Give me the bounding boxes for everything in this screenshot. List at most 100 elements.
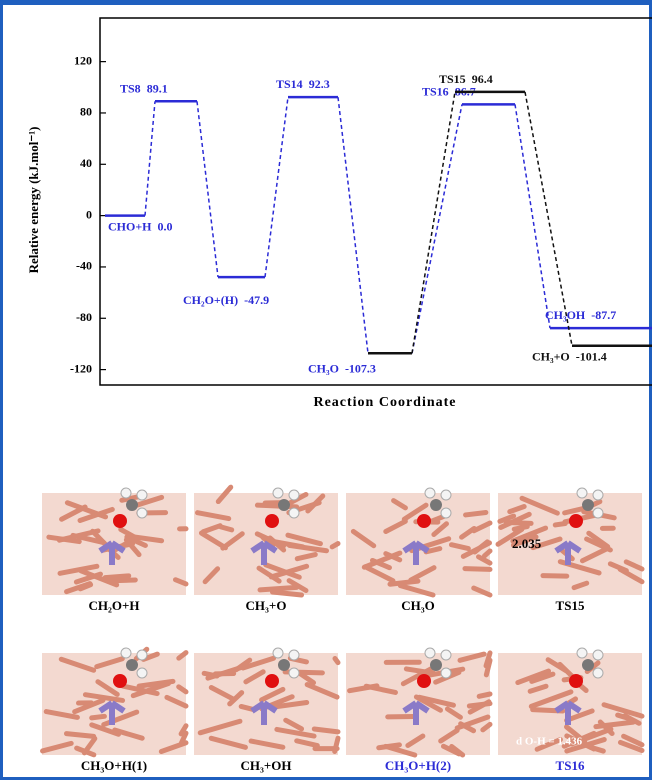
level-label: CH₂O+(H) -47.9 <box>183 293 269 307</box>
hydrogen-atom <box>273 488 283 498</box>
connector <box>145 101 155 215</box>
oxygen-atom <box>569 514 583 528</box>
level-value: -101.4 <box>576 349 607 363</box>
hydrogen-atom <box>441 650 451 660</box>
hydrogen-atom <box>441 508 451 518</box>
connector <box>197 101 218 277</box>
hydrogen-atom <box>425 488 435 498</box>
hydrogen-atom <box>289 508 299 518</box>
level-name: TS14 <box>276 77 303 91</box>
hydrogen-atom <box>441 490 451 500</box>
bond <box>506 522 531 523</box>
bond <box>221 527 232 530</box>
bond <box>66 734 93 737</box>
level-value: -47.9 <box>244 293 269 307</box>
level-name: CHO+H <box>108 219 152 233</box>
hydrogen-atom <box>137 668 147 678</box>
hydrogen-atom <box>137 490 147 500</box>
bond <box>335 738 338 751</box>
level-label: TS8 89.1 <box>120 81 168 95</box>
oxygen-atom <box>113 674 127 688</box>
hydrogen-atom <box>121 648 131 658</box>
oxygen-atom <box>265 674 279 688</box>
hydrogen-atom <box>121 488 131 498</box>
level-label: TS1492.3 <box>276 77 330 91</box>
bond <box>555 523 565 524</box>
panel-caption: CH₃O+H(1) <box>81 758 147 773</box>
carbon-atom <box>278 659 290 671</box>
carbon-atom <box>126 659 138 671</box>
hydrogen-atom <box>441 668 451 678</box>
level-name: CH₃OH <box>545 308 586 322</box>
figure: Relative energy (kJ.mol⁻¹) Reaction Coor… <box>0 0 652 780</box>
level-name: CH₃+O <box>532 349 570 363</box>
y-tick-label: 0 <box>86 207 92 221</box>
y-tick-label: -120 <box>70 361 92 375</box>
panel-caption: CH₃O <box>401 598 435 613</box>
oxygen-atom <box>417 514 431 528</box>
panel-caption: CH₂O+H <box>88 598 139 613</box>
bond <box>465 569 490 570</box>
level-label: CHO+H 0.0 <box>108 219 173 233</box>
y-tick-label: 40 <box>80 156 92 170</box>
panel-caption: CH₃+OH <box>240 758 291 773</box>
level-name: TS16 <box>422 84 449 98</box>
oxygen-atom <box>265 514 279 528</box>
level-value: -87.7 <box>591 308 616 322</box>
hydrogen-atom <box>137 650 147 660</box>
carbon-atom <box>430 659 442 671</box>
bond <box>466 512 486 514</box>
y-tick-label: 120 <box>74 53 92 67</box>
y-axis-label: Relative energy (kJ.mol⁻¹) <box>26 127 41 274</box>
connector <box>265 97 288 277</box>
oxygen-atom <box>569 674 583 688</box>
bond <box>105 576 129 578</box>
carbon-atom <box>582 499 594 511</box>
x-axis-label: Reaction Coordinate <box>313 395 456 410</box>
hydrogen-atom <box>577 488 587 498</box>
bond <box>92 716 105 718</box>
y-tick-label: -40 <box>76 259 92 273</box>
distance-label: 2.035 <box>512 536 542 551</box>
panel-caption: CH₃+O <box>246 598 287 613</box>
hydrogen-atom <box>593 668 603 678</box>
bond <box>108 580 136 581</box>
panel-caption: CH₃O+H(2) <box>385 758 451 773</box>
bond <box>469 704 490 706</box>
distance-label: d O-H = 1.436 <box>516 736 583 748</box>
connector <box>338 97 368 353</box>
level-label: CH₃OH -87.7 <box>545 308 616 322</box>
panel-caption: TS16 <box>556 758 585 773</box>
plot-frame <box>100 18 652 385</box>
bond <box>257 505 296 507</box>
hydrogen-atom <box>593 490 603 500</box>
level-value: 89.1 <box>147 81 168 95</box>
oxygen-atom <box>113 514 127 528</box>
y-tick-label: -80 <box>76 310 92 324</box>
level-value: 96.4 <box>472 72 493 86</box>
hydrogen-atom <box>289 650 299 660</box>
oxygen-atom <box>417 674 431 688</box>
hydrogen-atom <box>577 648 587 658</box>
plot <box>100 18 652 385</box>
bond <box>314 729 338 732</box>
hydrogen-atom <box>289 668 299 678</box>
bond <box>332 544 338 547</box>
hydrogen-atom <box>289 490 299 500</box>
level-name: TS8 <box>120 81 141 95</box>
panel-caption: TS15 <box>556 598 585 613</box>
bond <box>514 527 527 530</box>
hydrogen-atom <box>593 508 603 518</box>
level-label: CH₃+O -101.4 <box>532 349 607 363</box>
bond <box>486 660 490 675</box>
carbon-atom <box>126 499 138 511</box>
y-tick-label: 80 <box>80 105 92 119</box>
bond <box>479 694 490 696</box>
hydrogen-atom <box>425 648 435 658</box>
level-name: CH₂O+(H) <box>183 293 238 307</box>
level-value: 0.0 <box>158 219 173 233</box>
hydrogen-atom <box>273 648 283 658</box>
bond <box>335 658 338 662</box>
level-value: -107.3 <box>345 361 376 375</box>
connector <box>515 104 550 328</box>
